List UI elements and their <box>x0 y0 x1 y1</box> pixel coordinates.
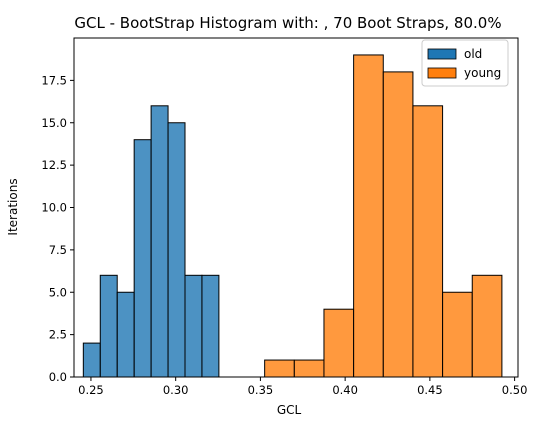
bar-old-7 <box>202 275 219 377</box>
y-tick-label: 17.5 <box>41 73 67 87</box>
chart-title: GCL - BootStrap Histogram with: , 70 Boo… <box>74 14 501 32</box>
y-axis-label: Iterations <box>6 178 20 235</box>
bar-young-5 <box>413 106 443 377</box>
bar-young-0 <box>265 360 295 377</box>
legend-swatch-old <box>428 49 456 59</box>
y-tick-label: 12.5 <box>41 158 67 172</box>
bar-old-3 <box>134 140 151 377</box>
x-tick-label: 0.30 <box>163 383 189 397</box>
bar-young-4 <box>383 72 413 377</box>
bar-young-6 <box>443 292 473 377</box>
bar-young-1 <box>294 360 324 377</box>
y-tick-label: 0.0 <box>49 370 67 384</box>
legend-swatch-young <box>428 68 456 78</box>
y-tick-label: 7.5 <box>49 243 67 257</box>
bar-old-1 <box>100 275 117 377</box>
bar-young-7 <box>472 275 502 377</box>
y-tick-label: 10.0 <box>41 201 67 215</box>
x-tick-label: 0.25 <box>78 383 104 397</box>
bar-young-2 <box>324 309 354 377</box>
bar-old-6 <box>185 275 202 377</box>
y-tick-label: 15.0 <box>41 116 67 130</box>
bar-old-0 <box>83 343 100 377</box>
legend-label-young: young <box>464 66 501 80</box>
bar-old-2 <box>117 292 134 377</box>
x-axis-label: GCL <box>277 403 302 417</box>
x-tick-label: 0.40 <box>332 383 358 397</box>
x-tick-label: 0.45 <box>417 383 443 397</box>
legend: old young <box>422 40 508 86</box>
legend-label-old: old <box>464 47 482 61</box>
bar-old-4 <box>151 106 168 377</box>
x-tick-label: 0.50 <box>502 383 528 397</box>
bar-old-5 <box>168 123 185 377</box>
bar-young-3 <box>354 55 384 377</box>
y-tick-label: 2.5 <box>49 328 67 342</box>
x-tick-label: 0.35 <box>248 383 274 397</box>
y-tick-label: 5.0 <box>49 285 67 299</box>
